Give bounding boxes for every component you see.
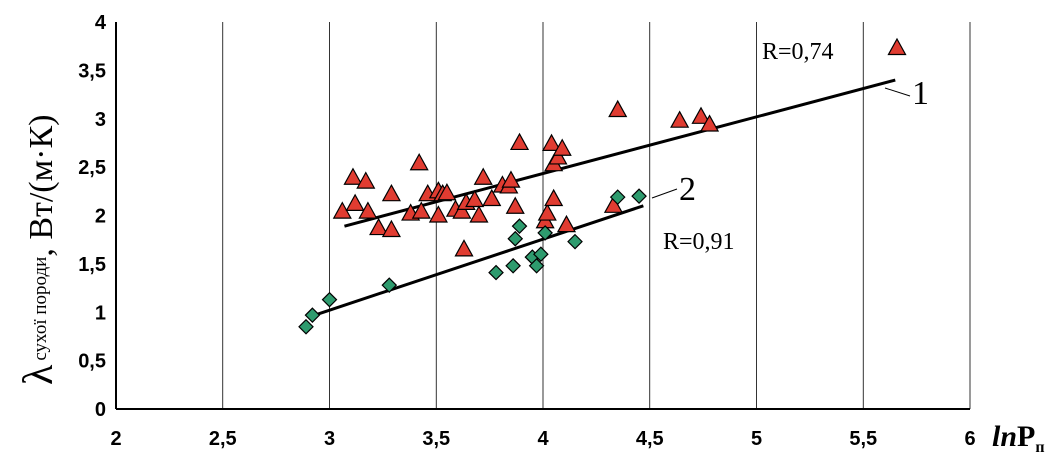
point-series-1 [541,133,562,151]
point-series-2 [321,291,338,308]
point-series-1 [343,167,363,185]
point-series-2 [304,307,321,324]
axes [115,22,970,410]
point-series-1 [548,147,568,165]
point-series-1 [552,138,572,156]
point-series-2 [537,225,553,241]
point-series-1 [356,171,376,189]
data-points [298,99,720,335]
point-series-1 [345,193,365,211]
point-series-1 [369,217,389,236]
point-series-1 [544,188,564,207]
point-series-1 [482,188,502,207]
r-label-series-2: R=0,91 [663,229,735,255]
point-series-1 [428,205,448,223]
x-tick-label: 5 [751,428,762,450]
line-label-1: 1 [912,75,929,112]
point-series-1 [469,205,489,223]
y-tick-label: 3,5 [78,60,106,82]
point-series-1 [381,183,401,202]
point-series-1 [670,110,690,128]
point-series-1 [509,132,530,151]
point-series-2 [631,188,647,204]
leader-line-1 [884,87,911,97]
y-tick-label: 1 [95,302,106,324]
x-tick-label: 2 [110,428,121,450]
y-tick-label: 2 [95,206,106,228]
y-tick-label: 1,5 [78,254,106,276]
point-series-2 [507,230,524,247]
x-tick-label: 6 [964,428,975,450]
y-axis-label: λсухої породи, Вт/(м·К) [16,115,62,385]
point-series-1 [699,114,720,132]
point-series-1 [556,214,577,233]
x-tick-label: 3,5 [422,428,450,450]
y-tick-label: 0 [95,399,106,421]
point-series-2 [609,189,626,205]
trend-line-2 [314,204,644,317]
trend-lines [314,78,896,317]
y-tick-label: 3 [95,109,106,131]
point-series-1 [437,183,457,201]
trend-line-1 [344,78,896,228]
y-tick-label: 0,5 [78,351,106,373]
point-series-1 [358,201,378,219]
legend-marker [887,37,907,56]
x-tick-label: 4,5 [636,428,664,450]
line-label-2: 2 [679,171,696,208]
point-series-2 [533,246,549,263]
point-series-1 [537,203,557,221]
point-series-1 [454,239,474,257]
x-tick-labels: 2 2,5 3 3,5 4 4,5 5 5,5 6 [110,428,975,450]
point-series-1 [691,106,711,124]
point-series-2 [567,233,583,250]
point-series-1 [465,189,485,208]
point-series-2 [298,318,314,335]
r-label-series-1: R=0,74 [762,39,834,65]
point-series-1 [501,170,521,188]
x-tick-label: 3 [324,428,335,450]
x-tick-label: 2,5 [209,428,237,450]
y-tick-label: 2,5 [78,157,106,179]
point-series-1 [381,219,401,238]
point-series-2 [528,257,545,274]
legend-triangle-icon [887,37,907,56]
y-tick-labels: 0 0,5 1 1,5 2 2,5 3 3,5 4 [78,12,107,421]
point-series-1 [473,167,493,185]
point-series-2 [505,257,521,274]
point-series-1 [608,99,628,118]
x-tick-label: 5,5 [849,428,877,450]
y-tick-label: 4 [95,12,107,34]
point-series-1 [452,201,472,219]
point-series-2 [488,264,504,281]
point-series-1 [409,153,429,171]
x-axis-label: lnPп [992,420,1045,456]
leader-line-2 [651,188,678,199]
point-series-1 [411,201,431,219]
x-tick-label: 4 [537,428,549,450]
point-series-1 [505,196,525,214]
point-series-2 [511,218,528,234]
point-series-2 [381,277,398,294]
